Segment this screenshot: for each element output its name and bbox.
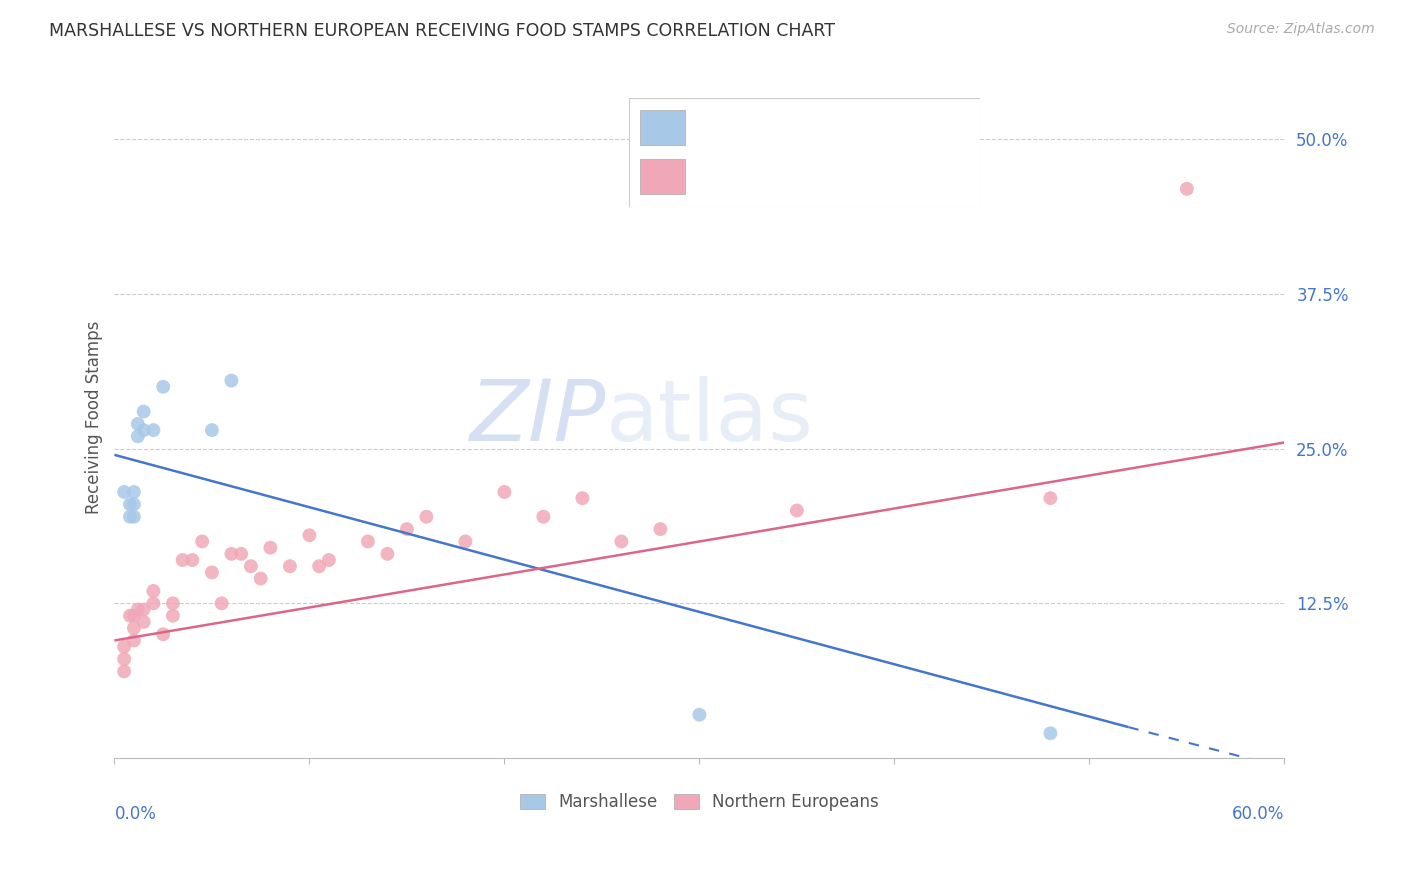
Point xyxy=(122,485,145,500)
Point xyxy=(172,553,194,567)
Point xyxy=(454,534,477,549)
Text: 0.0%: 0.0% xyxy=(114,805,156,823)
Point xyxy=(239,559,262,574)
Text: 60.0%: 60.0% xyxy=(1232,805,1285,823)
Point xyxy=(122,497,145,511)
Point xyxy=(318,553,340,567)
Point xyxy=(152,627,174,641)
Point xyxy=(132,404,155,418)
Legend: Marshallese, Northern Europeans: Marshallese, Northern Europeans xyxy=(513,787,886,818)
Point xyxy=(118,608,141,623)
Point xyxy=(786,503,808,517)
Point xyxy=(211,596,233,610)
Point xyxy=(122,621,145,635)
Point xyxy=(127,602,149,616)
Point xyxy=(112,485,135,500)
Point xyxy=(191,534,214,549)
Point xyxy=(122,509,145,524)
Point xyxy=(127,429,149,443)
Point xyxy=(221,374,243,388)
Point xyxy=(132,423,155,437)
Point xyxy=(357,534,380,549)
Point xyxy=(395,522,418,536)
Point xyxy=(142,423,165,437)
Text: ZIP: ZIP xyxy=(470,376,606,459)
Point xyxy=(112,640,135,654)
Point xyxy=(112,665,135,679)
Point xyxy=(132,615,155,629)
Point xyxy=(249,572,271,586)
Text: Source: ZipAtlas.com: Source: ZipAtlas.com xyxy=(1227,22,1375,37)
Point xyxy=(571,491,593,505)
Text: MARSHALLESE VS NORTHERN EUROPEAN RECEIVING FOOD STAMPS CORRELATION CHART: MARSHALLESE VS NORTHERN EUROPEAN RECEIVI… xyxy=(49,22,835,40)
Point xyxy=(531,509,554,524)
Point xyxy=(122,608,145,623)
Point xyxy=(231,547,253,561)
Point xyxy=(152,380,174,394)
Point xyxy=(415,509,437,524)
Point xyxy=(112,652,135,666)
Point xyxy=(377,547,399,561)
Point xyxy=(132,602,155,616)
Point xyxy=(127,417,149,431)
Point xyxy=(181,553,204,567)
Point xyxy=(162,608,184,623)
Point xyxy=(298,528,321,542)
Point xyxy=(278,559,301,574)
Point xyxy=(494,485,516,500)
Point xyxy=(688,707,710,722)
Point xyxy=(650,522,672,536)
Text: atlas: atlas xyxy=(606,376,814,459)
Point xyxy=(162,596,184,610)
Point xyxy=(1175,182,1198,196)
Point xyxy=(118,497,141,511)
Point xyxy=(142,596,165,610)
Point xyxy=(1039,726,1062,740)
Point xyxy=(1039,491,1062,505)
Point xyxy=(118,509,141,524)
Point xyxy=(308,559,330,574)
Point xyxy=(142,584,165,599)
Point xyxy=(221,547,243,561)
Point xyxy=(610,534,633,549)
Point xyxy=(201,423,224,437)
Y-axis label: Receiving Food Stamps: Receiving Food Stamps xyxy=(86,321,103,515)
Point xyxy=(122,633,145,648)
Point xyxy=(201,566,224,580)
Point xyxy=(259,541,281,555)
